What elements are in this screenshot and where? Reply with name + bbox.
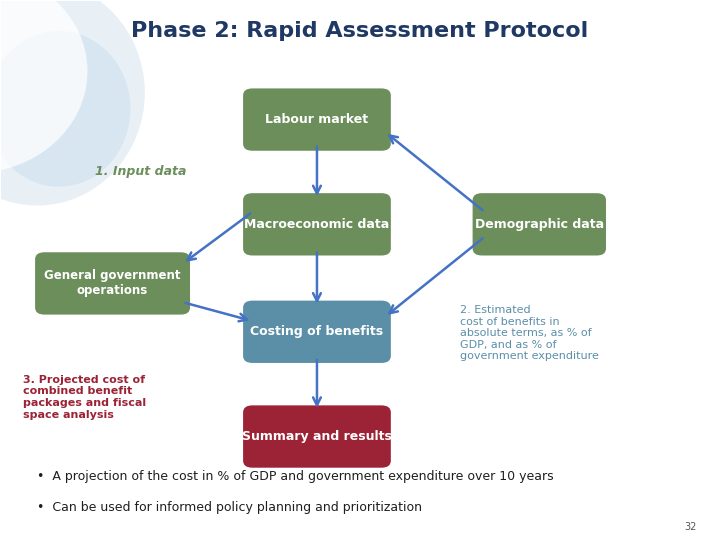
Text: Macroeconomic data: Macroeconomic data [244, 218, 390, 231]
FancyBboxPatch shape [243, 89, 391, 151]
FancyBboxPatch shape [243, 193, 391, 255]
Text: Labour market: Labour market [266, 113, 369, 126]
Text: 1. Input data: 1. Input data [94, 165, 186, 178]
FancyBboxPatch shape [243, 301, 391, 363]
Text: General government
operations: General government operations [45, 269, 181, 298]
Ellipse shape [0, 31, 130, 187]
FancyBboxPatch shape [243, 406, 391, 468]
FancyBboxPatch shape [35, 252, 190, 315]
Text: 32: 32 [685, 522, 697, 532]
FancyBboxPatch shape [472, 193, 606, 255]
Ellipse shape [0, 0, 145, 206]
Text: 2. Estimated
cost of benefits in
absolute terms, as % of
GDP, and as % of
govern: 2. Estimated cost of benefits in absolut… [460, 305, 599, 361]
Text: •  Can be used for informed policy planning and prioritization: • Can be used for informed policy planni… [37, 502, 422, 515]
Text: 3. Projected cost of
combined benefit
packages and fiscal
space analysis: 3. Projected cost of combined benefit pa… [23, 375, 146, 420]
Text: Summary and results: Summary and results [242, 430, 392, 443]
Text: •  A projection of the cost in % of GDP and government expenditure over 10 years: • A projection of the cost in % of GDP a… [37, 470, 554, 483]
Text: Costing of benefits: Costing of benefits [251, 325, 384, 338]
Ellipse shape [0, 0, 87, 173]
Text: Demographic data: Demographic data [474, 218, 604, 231]
Text: Phase 2: Rapid Assessment Protocol: Phase 2: Rapid Assessment Protocol [131, 21, 589, 41]
